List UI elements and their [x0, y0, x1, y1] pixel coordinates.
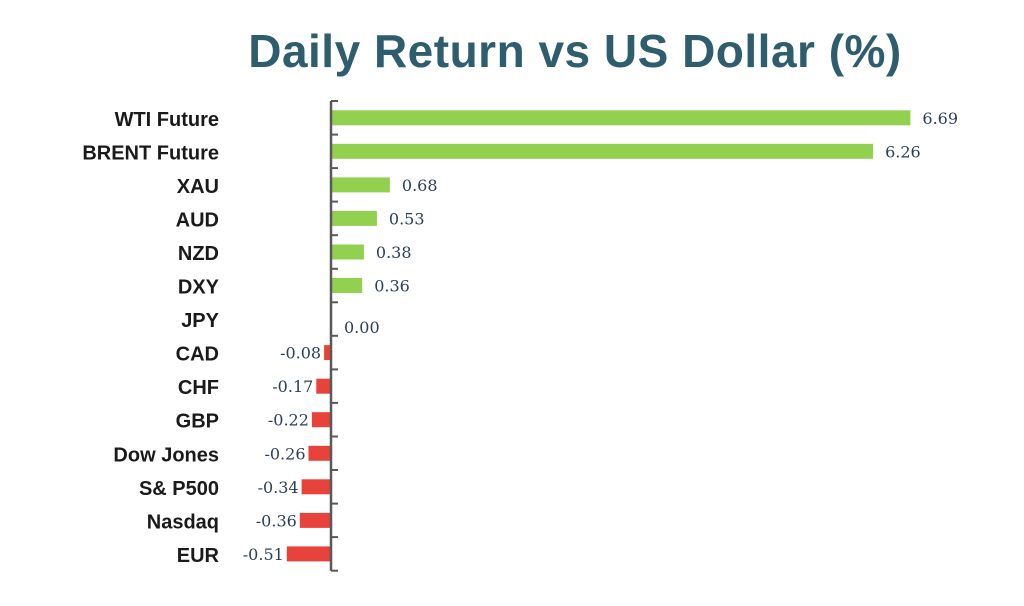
category-label: AUD: [176, 209, 219, 231]
category-label: JPY: [181, 310, 219, 332]
category-label: NZD: [178, 243, 219, 265]
data-label: 6.69: [922, 109, 958, 128]
bar: [331, 244, 364, 260]
bar: [331, 177, 390, 193]
data-label: 6.26: [885, 142, 921, 161]
data-label: -0.34: [258, 478, 299, 497]
bar: [311, 412, 331, 428]
category-label: CHF: [178, 377, 219, 399]
category-label: BRENT Future: [82, 142, 219, 164]
bar: [324, 345, 331, 361]
bar: [331, 210, 377, 226]
bar: [299, 512, 331, 528]
data-label: 0.38: [376, 243, 412, 262]
category-label: CAD: [176, 344, 219, 366]
category-label: S& P500: [139, 478, 219, 500]
data-label: 0.68: [402, 176, 438, 195]
data-label: -0.08: [280, 344, 321, 363]
bar: [308, 445, 331, 461]
bar: [316, 378, 331, 394]
category-label: DXY: [178, 277, 220, 299]
data-label: 0.00: [344, 318, 380, 337]
category-label: EUR: [177, 545, 220, 567]
bar: [301, 479, 331, 495]
data-label: 0.36: [374, 277, 410, 296]
category-label: WTI Future: [115, 109, 219, 131]
data-label: -0.26: [264, 444, 305, 463]
bar: [331, 110, 911, 126]
data-label: -0.22: [268, 411, 309, 430]
chart-title: Daily Return vs US Dollar (%): [248, 25, 902, 77]
bar: [286, 546, 331, 562]
data-label: -0.17: [272, 377, 313, 396]
data-label: 0.53: [389, 209, 425, 228]
data-label: -0.36: [256, 511, 297, 530]
category-label: XAU: [177, 176, 219, 198]
category-label: GBP: [176, 411, 219, 433]
category-label: Dow Jones: [113, 444, 219, 466]
bar: [331, 143, 874, 159]
data-label: -0.51: [243, 545, 284, 564]
category-label: Nasdaq: [147, 511, 219, 533]
bar: [331, 278, 363, 293]
